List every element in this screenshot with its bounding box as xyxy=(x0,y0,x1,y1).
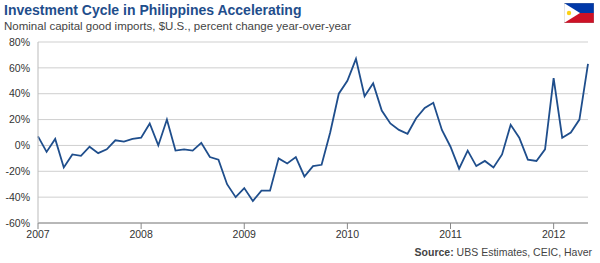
svg-text:2011: 2011 xyxy=(439,228,462,240)
svg-text:40%: 40% xyxy=(9,87,30,99)
html-text:Source: UBS Estimates, CEIC, H: Source: UBS Estimates, CEIC, Haver xyxy=(414,246,592,258)
svg-text:20%: 20% xyxy=(9,113,30,125)
svg-text:2012: 2012 xyxy=(542,228,566,240)
svg-text:-20%: -20% xyxy=(8,165,30,177)
svg-text:2008: 2008 xyxy=(129,228,153,240)
svg-text:60%: 60% xyxy=(9,62,30,74)
html-text:Investment Cycle in Philippine: Investment Cycle in Philippines Accelera… xyxy=(4,2,302,18)
svg-text:80%: 80% xyxy=(9,36,30,48)
html-text:Nominal capital good imports,: Nominal capital good imports, $U.S., per… xyxy=(4,20,352,32)
svg-text:-40%: -40% xyxy=(8,191,30,203)
svg-text:2010: 2010 xyxy=(336,228,360,240)
svg-text:2007: 2007 xyxy=(26,228,50,240)
svg-text:0%: 0% xyxy=(15,139,30,151)
svg-text:-60%: -60% xyxy=(8,217,30,229)
svg-text:2009: 2009 xyxy=(233,228,257,240)
